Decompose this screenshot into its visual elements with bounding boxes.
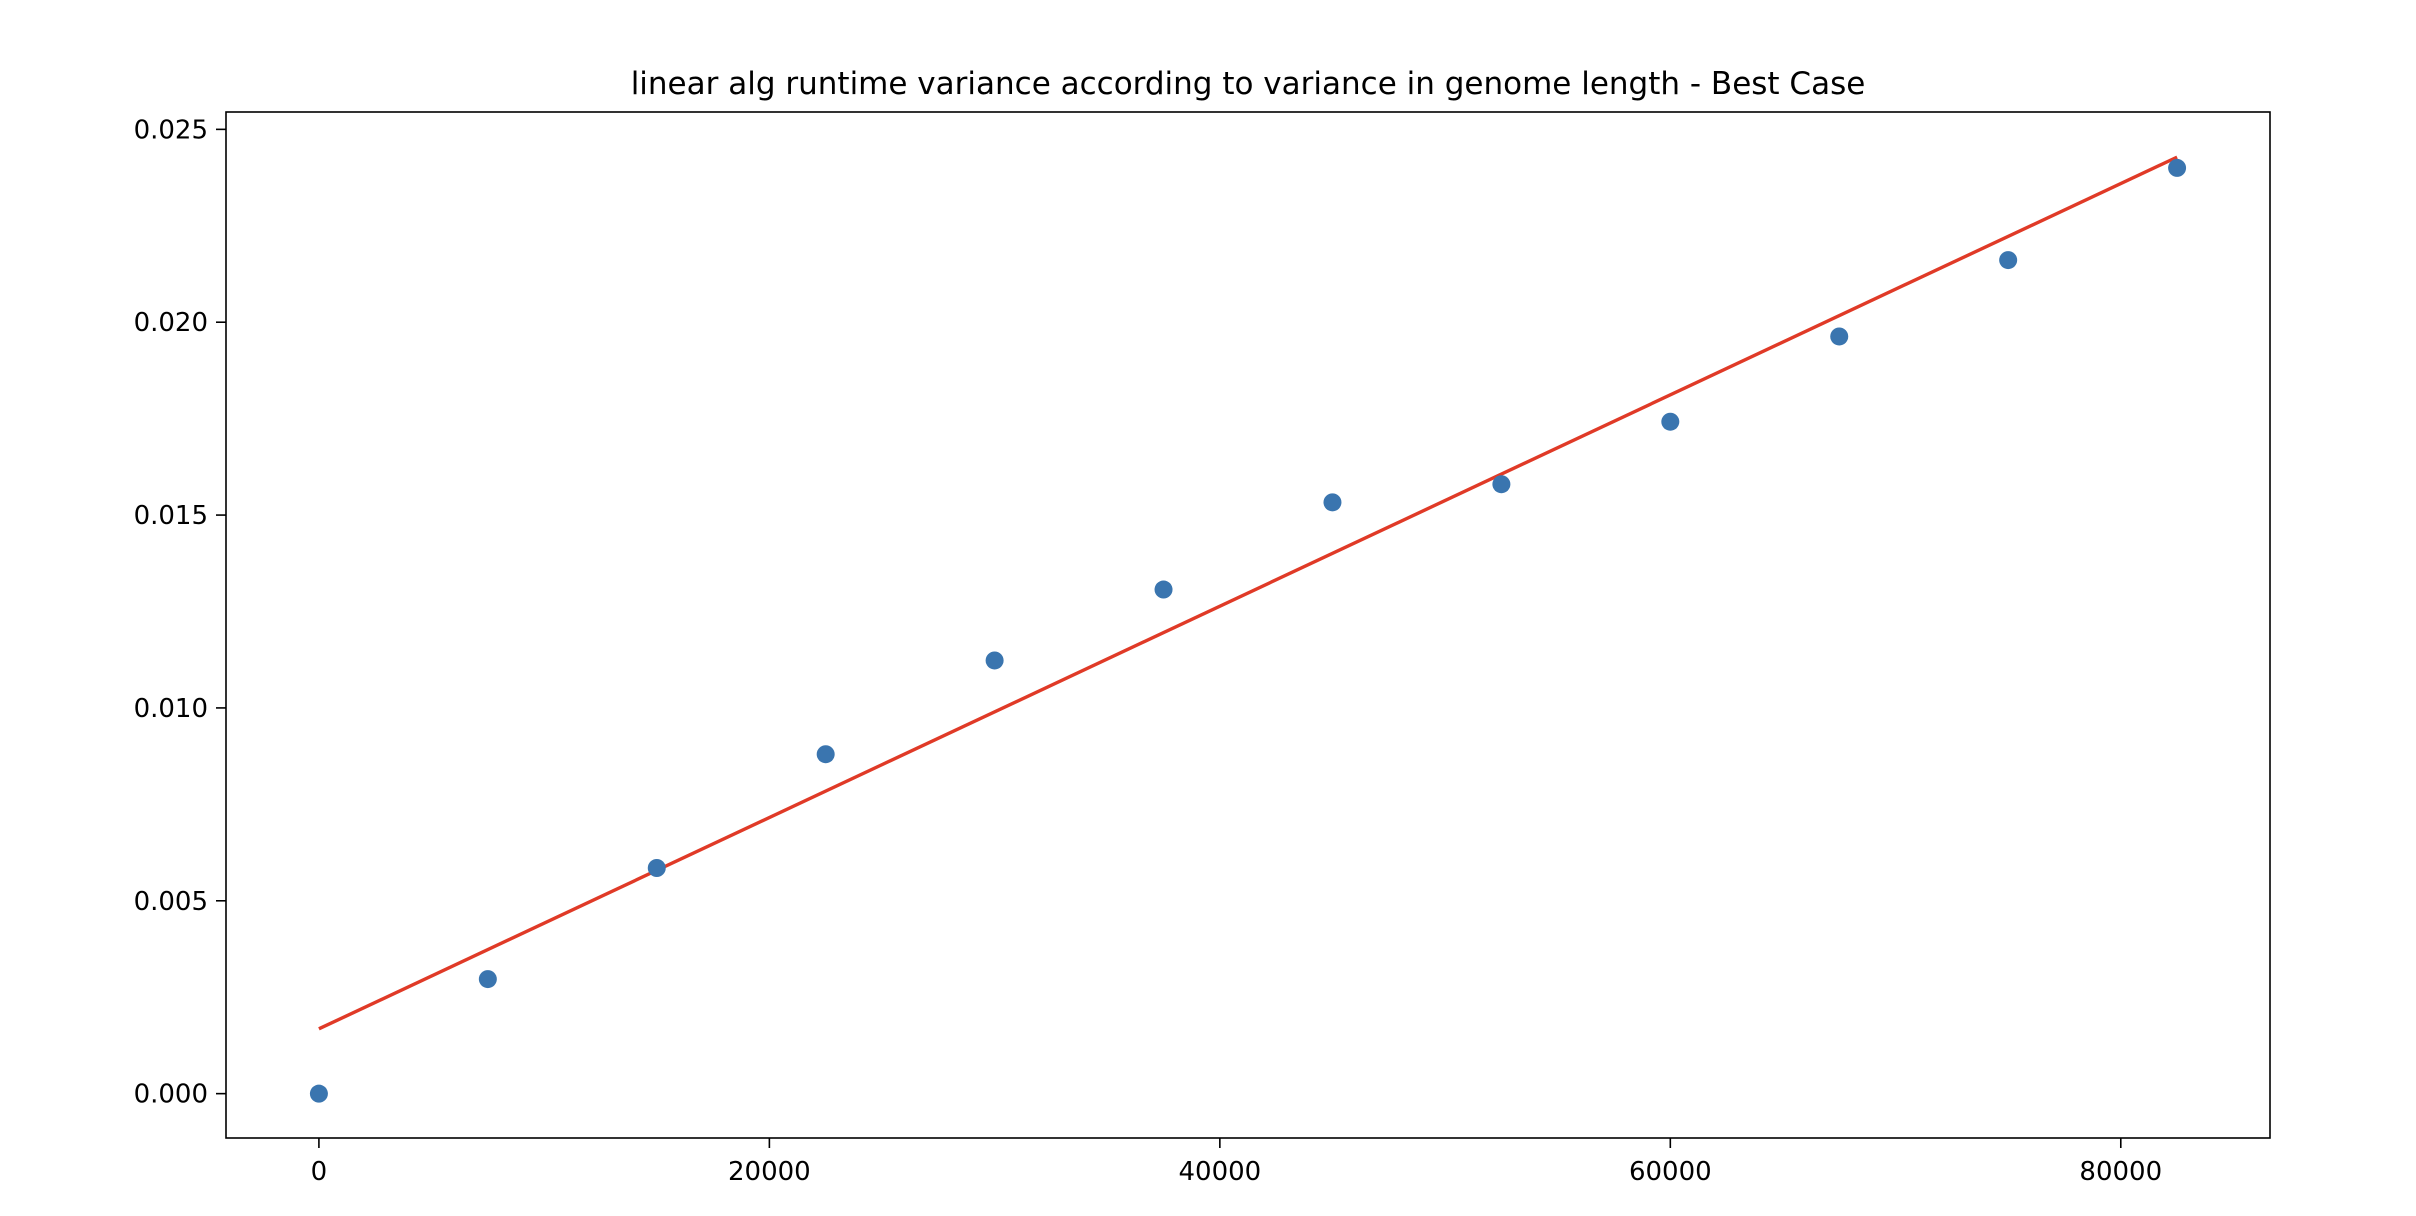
data-point	[1661, 412, 1680, 431]
y-tick-label: 0.025	[134, 115, 208, 145]
data-point	[1323, 493, 1342, 512]
y-tick-label: 0.000	[134, 1080, 208, 1110]
data-point	[309, 1084, 328, 1103]
x-tick-label: 20000	[728, 1157, 811, 1187]
y-tick-label: 0.020	[134, 308, 208, 338]
data-point	[478, 970, 497, 989]
x-tick-label: 60000	[1629, 1157, 1712, 1187]
y-tick-label: 0.010	[134, 694, 208, 724]
data-point	[1999, 251, 2018, 270]
y-tick-label: 0.005	[134, 887, 208, 917]
data-points-layer	[309, 158, 2187, 1103]
x-tick-label: 80000	[2079, 1157, 2162, 1187]
x-axis-ticks: 0 20000 40000 60000 80000	[311, 1138, 2162, 1187]
fit-line	[318, 155, 2178, 1031]
data-point	[816, 745, 835, 764]
y-tick-label: 0.015	[134, 501, 208, 531]
fit-line-layer	[318, 155, 2178, 1031]
data-point	[1830, 327, 1849, 346]
y-axis-ticks: 0.000 0.005 0.010 0.015 0.020 0.025	[134, 115, 226, 1110]
data-point	[985, 651, 1004, 670]
plot-area-frame	[225, 111, 2271, 1139]
data-point	[1492, 475, 1511, 494]
x-tick-label: 40000	[1178, 1157, 1261, 1187]
data-point	[2168, 158, 2187, 177]
data-point	[647, 859, 666, 877]
data-point	[1154, 580, 1173, 599]
x-tick-label: 0	[311, 1157, 328, 1187]
chart-title: linear alg runtime variance according to…	[631, 66, 1866, 102]
